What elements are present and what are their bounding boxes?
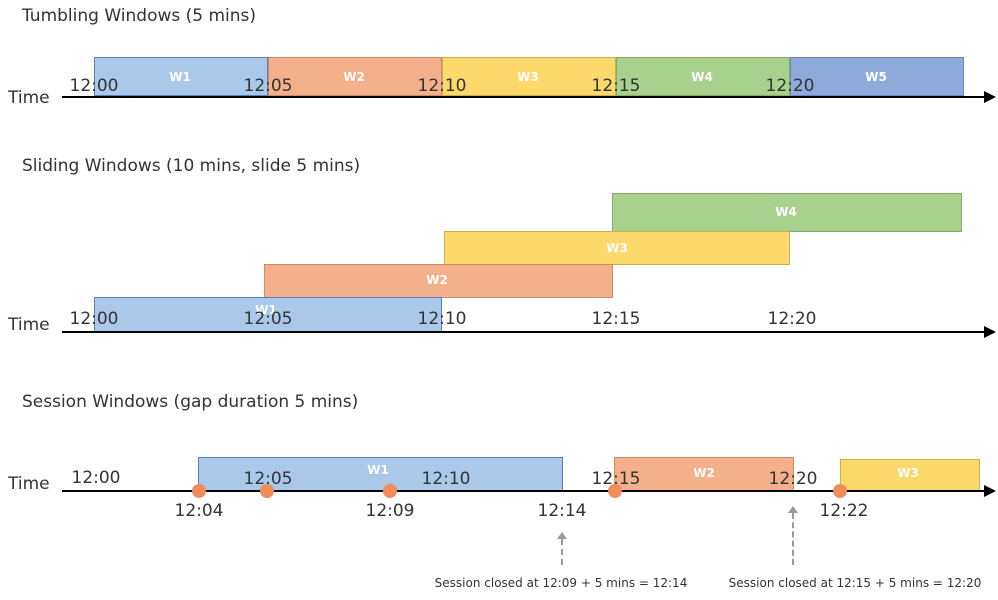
sliding-window-w2 (264, 264, 613, 298)
session-close-arrow-2 (792, 513, 794, 565)
session-close-note-1: Session closed at 12:09 + 5 mins = 12:14 (434, 576, 688, 590)
session-w2-label: W2 (693, 466, 715, 480)
sliding-tick-1215: 12:15 (591, 309, 641, 329)
session-tick-1205: 12:05 (243, 469, 293, 489)
session-axis-label: Time (8, 474, 50, 494)
tumbling-axis-arrowhead (984, 91, 996, 103)
session-tick-1215: 12:15 (591, 469, 641, 489)
session-window-w2 (614, 457, 794, 492)
tumbling-w2-label: W2 (343, 70, 365, 84)
session-close-arrowhead-2 (788, 506, 798, 513)
sliding-axis-label: Time (8, 315, 50, 335)
session-time-axis (62, 490, 984, 492)
sliding-tick-1220: 12:20 (767, 309, 817, 329)
tumbling-window-w4 (616, 57, 790, 96)
tumbling-window-w1 (94, 57, 268, 96)
event-time-1209: 12:09 (365, 501, 415, 521)
session-close-arrowhead-1 (557, 532, 567, 539)
tumbling-w5-label: W5 (865, 70, 887, 84)
sliding-w1-label: W1 (255, 303, 277, 317)
session-tick-1200: 12:00 (71, 468, 121, 488)
sliding-tick-1205: 12:05 (243, 309, 293, 329)
event-dot-1209 (383, 484, 397, 498)
session-axis-arrowhead (984, 485, 996, 497)
tumbling-w3-label: W3 (517, 70, 539, 84)
session-tick-1220: 12:20 (768, 469, 818, 489)
tumbling-tick-1215: 12:15 (591, 76, 641, 96)
sliding-window-w4 (612, 193, 962, 232)
tumbling-window-w5 (790, 57, 964, 96)
session-w3-label: W3 (897, 466, 919, 480)
event-time-1214: 12:14 (537, 501, 587, 521)
tumbling-time-axis (62, 96, 984, 98)
sliding-axis-arrowhead (984, 326, 996, 338)
session-window-w3 (840, 459, 980, 492)
tumbling-w1-label: W1 (169, 70, 191, 84)
event-dot-1222 (833, 484, 847, 498)
sliding-window-w3 (444, 231, 790, 265)
sliding-w2-label: W2 (426, 273, 448, 287)
session-close-note-2: Session closed at 12:15 + 5 mins = 12:20 (728, 576, 982, 590)
sliding-tick-1200: 12:00 (69, 309, 119, 329)
tumbling-tick-1220: 12:20 (765, 76, 815, 96)
event-dot-1204 (192, 484, 206, 498)
event-dot-1215 (608, 484, 622, 498)
sliding-w4-label: W4 (775, 205, 797, 219)
tumbling-tick-1205: 12:05 (243, 76, 293, 96)
sliding-window-w1 (94, 297, 442, 332)
sliding-w3-label: W3 (606, 241, 628, 255)
tumbling-w4-label: W4 (691, 70, 713, 84)
sliding-tick-1210: 12:10 (417, 309, 467, 329)
sliding-title: Sliding Windows (10 mins, slide 5 mins) (22, 156, 361, 176)
event-time-1222: 12:22 (819, 501, 869, 521)
event-time-1204: 12:04 (174, 501, 224, 521)
session-tick-1210: 12:10 (421, 469, 471, 489)
event-dot-1206 (260, 484, 274, 498)
tumbling-axis-label: Time (8, 88, 50, 108)
session-close-arrow-1 (561, 539, 563, 565)
session-w1-label: W1 (367, 463, 389, 477)
tumbling-tick-1200: 12:00 (69, 76, 119, 96)
session-title: Session Windows (gap duration 5 mins) (22, 392, 359, 412)
tumbling-tick-1210: 12:10 (417, 76, 467, 96)
sliding-time-axis (62, 331, 984, 333)
tumbling-title: Tumbling Windows (5 mins) (22, 6, 257, 26)
tumbling-window-w2 (268, 57, 442, 96)
tumbling-window-w3 (442, 57, 616, 96)
